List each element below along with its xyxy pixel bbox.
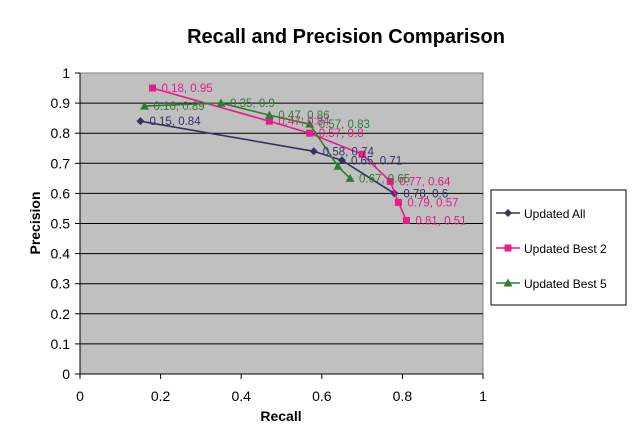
data-label-updated-best-5: 0.67, 0.65 [359,173,410,185]
gridlines [80,102,483,345]
data-point-updated-best-2 [306,129,314,137]
data-point-updated-best-2 [149,84,157,92]
data-label-updated-all: 0.15, 0.84 [149,116,201,128]
y-axis-title: Precision [27,191,43,254]
data-label-updated-best-2: 0.81, 0.51 [415,215,466,227]
series-updated-best-5 [139,98,355,182]
legend-label-updated-all: Updated All [524,207,585,221]
data-point-updated-best-2 [394,198,402,206]
data-point-updated-best-2 [265,117,273,125]
legend-marker-updated-best-2 [504,244,512,252]
data-point-updated-all [337,156,346,165]
axes: 0 0.1 0.2 0.3 0.4 0.5 0.6 0.7 0.8 0.9 1 0 0.2 0.4 0.6 0… [51,65,488,404]
y-tick-label: 0.3 [51,276,71,292]
x-axis-title: Recall [260,408,301,424]
data-label-updated-best-5: 0.16, 0.89 [153,101,204,113]
x-tick-label: 1 [479,388,487,404]
data-point-updated-best-5 [264,110,274,119]
series-updated-all [136,117,399,198]
x-tick-label: 0 [76,388,84,404]
y-tick-label: 0.2 [51,306,71,322]
x-tick-label: 0.4 [231,388,251,404]
y-tick-label: 0.6 [51,185,71,201]
data-label-updated-best-2: 0.47, 0.84 [278,116,330,128]
x-tick-label: 0.6 [312,388,332,404]
y-tick-label: 0 [62,366,70,382]
data-label-updated-best-5: 0.35, 0.9 [230,98,275,110]
y-tick-label: 0.1 [51,336,71,352]
legend: Updated All Updated Best 2 Updated Best 5 [490,189,627,306]
x-tick-label: 0.8 [393,388,413,404]
data-label-layer: 0.15, 0.840.58, 0.740.65, 0.710.78, 0.60… [149,83,466,227]
data-label-updated-all: 0.58, 0.74 [323,146,375,158]
y-tick-label: 0.7 [51,155,71,171]
legend-marker-updated-best-5 [503,278,513,287]
y-tick-label: 0.4 [51,246,71,262]
data-point-updated-best-5 [345,173,355,182]
data-label-updated-best-2: 0.77, 0.64 [399,176,451,188]
data-point-updated-all [309,147,318,156]
series-layer [136,84,410,224]
y-tick-label: 0.5 [51,216,71,232]
data-label-updated-best-5: 0.57, 0.83 [319,119,370,131]
data-point-updated-best-5 [305,119,315,128]
data-point-updated-best-2 [358,150,366,158]
data-point-updated-best-2 [386,177,394,185]
y-tick-label: 0.8 [51,125,71,141]
y-tick-label: 1 [62,65,70,81]
chart-title: Recall and Precision Comparison [187,26,505,48]
y-tick-label: 0.9 [51,95,71,111]
data-point-updated-best-5 [333,161,343,170]
legend-marker-updated-all [504,209,512,217]
legend-label-updated-best-5: Updated Best 5 [524,277,607,291]
data-label-updated-best-2: 0.18, 0.95 [162,83,213,95]
x-tick-label: 0.2 [151,388,171,404]
data-point-updated-best-5 [216,98,226,107]
series-line-updated-all [140,120,395,195]
data-label-updated-best-2: 0.79, 0.57 [407,197,458,209]
data-point-updated-all [136,117,145,126]
data-label-updated-best-2: 0.57, 0.8 [319,128,364,140]
legend-label-updated-best-2: Updated Best 2 [524,242,607,256]
data-label-updated-all: 0.78, 0.6 [403,188,448,200]
data-label-updated-all: 0.65, 0.71 [351,155,402,167]
series-updated-best-2 [149,84,410,224]
data-point-updated-best-2 [402,216,410,224]
data-label-updated-best-5: 0.47, 0.86 [278,110,329,122]
data-point-updated-best-5 [139,101,149,110]
